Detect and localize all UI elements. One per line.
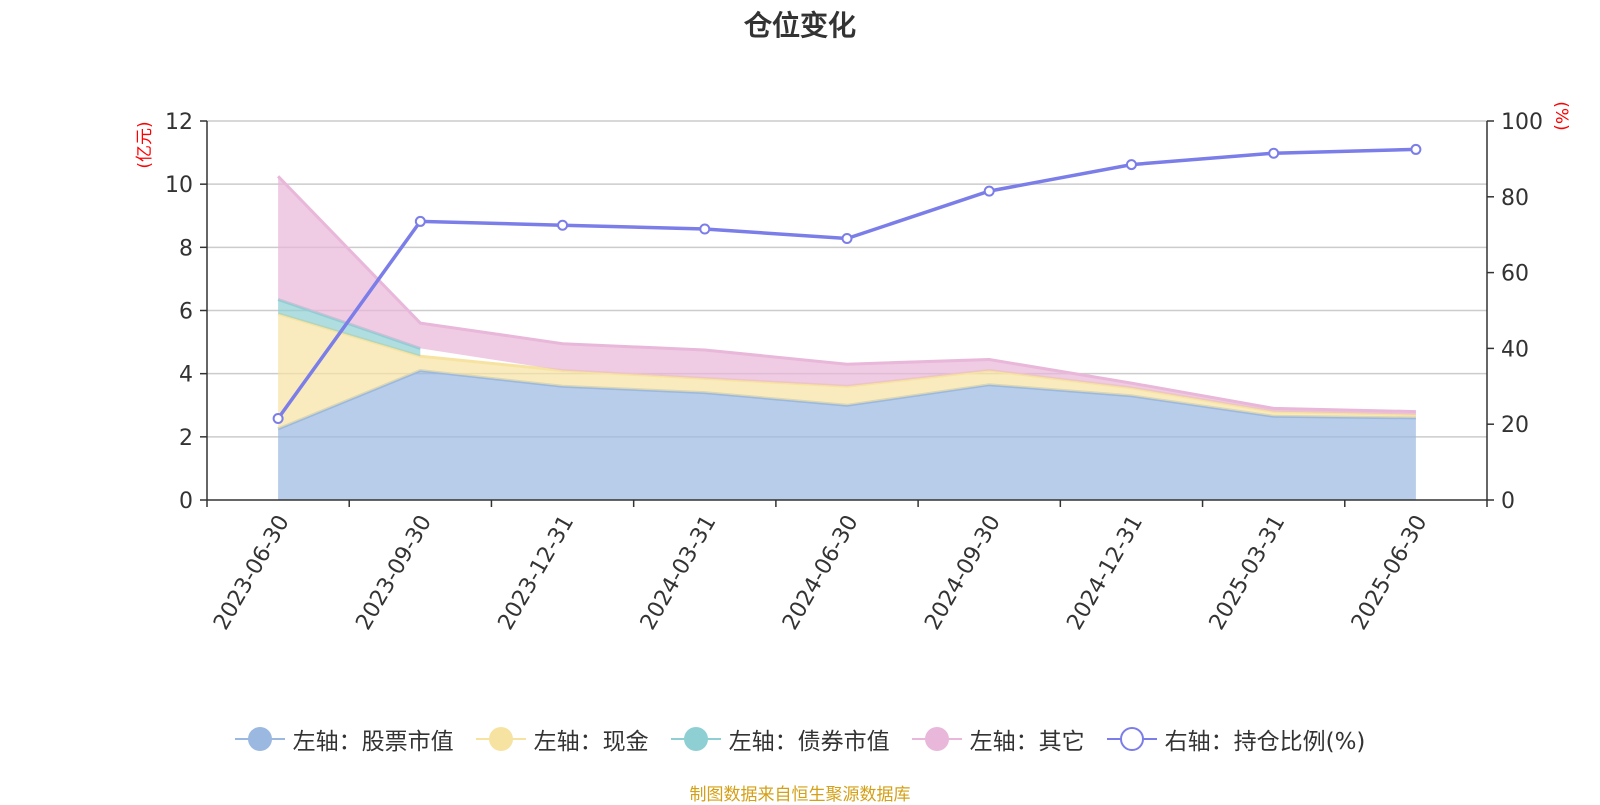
ratio-line-series (272, 143, 1422, 425)
source-note: 制图数据来自恒生聚源数据库 (689, 785, 911, 805)
area-左轴：股票市值 (278, 370, 1416, 500)
x-axis-tick-label: 2024-09-30 (920, 511, 1006, 634)
right-axis-tick-label: 40 (1501, 337, 1529, 362)
left-axis-tick-label: 6 (179, 300, 193, 325)
right-axis-tick-label: 20 (1501, 413, 1529, 438)
chart-legend: 左轴：股票市值 左轴：现金 左轴：债券市值 左轴：其它 右轴：持仓比例(%) (0, 722, 1600, 756)
legend-label: 右轴：持仓比例(%) (1164, 729, 1366, 755)
legend-symbol-icon (475, 727, 526, 751)
legend-symbol-icon (234, 727, 285, 751)
ratio-point (1410, 143, 1422, 155)
x-axis-tick-label: 2025-06-30 (1347, 511, 1433, 634)
right-axis-tick-label: 60 (1501, 262, 1529, 287)
x-axis-tick-label: 2024-06-30 (778, 511, 864, 634)
left-axis-tick-label: 0 (179, 489, 193, 514)
left-axis-tick-label: 4 (179, 363, 193, 388)
area-series (277, 175, 1416, 500)
legend-label: 左轴：其它 (969, 729, 1085, 755)
x-axis-tick-label: 2023-09-30 (351, 511, 437, 634)
ratio-point (841, 232, 853, 244)
legend-symbol-icon (911, 727, 962, 751)
x-axis-tick-label: 2024-03-31 (636, 511, 722, 634)
ratio-point (1125, 159, 1137, 171)
legend-label: 左轴：现金 (533, 729, 649, 755)
area-左轴：现金 (278, 313, 1416, 429)
legend-symbol-icon (670, 727, 721, 751)
area-edge-左轴：其它 (277, 175, 1416, 414)
legend-item[interactable]: 左轴：其它 (911, 722, 1085, 756)
ratio-point (699, 223, 711, 235)
left-axis-tick-label: 12 (165, 110, 193, 135)
right-axis-tick-label: 80 (1501, 186, 1529, 211)
x-axis-tick-label: 2023-06-30 (209, 511, 295, 634)
left-axis-tick-label: 10 (165, 173, 193, 198)
right-axis-tick-label: 0 (1501, 489, 1515, 514)
area-左轴：其它 (278, 176, 1416, 415)
area-左轴：债券市值 (278, 299, 421, 357)
legend-item[interactable]: 左轴：现金 (475, 722, 649, 756)
ratio-point (272, 413, 284, 425)
ratio-point (557, 219, 569, 231)
ratio-point (1268, 147, 1280, 159)
ratio-point (983, 185, 995, 197)
chart-title: 仓位变化 (743, 9, 856, 42)
legend-label: 左轴：股票市值 (292, 729, 454, 755)
left-axis-tick-label: 8 (179, 236, 193, 261)
legend-item[interactable]: 左轴：股票市值 (234, 722, 454, 756)
legend-label: 左轴：债券市值 (728, 729, 890, 755)
x-axis-tick-label: 2024-12-31 (1062, 511, 1148, 634)
legend-item[interactable]: 左轴：债券市值 (670, 722, 890, 756)
left-axis-unit-label: (亿元) (135, 121, 155, 168)
x-axis-tick-label: 2025-03-31 (1205, 511, 1291, 634)
legend-item[interactable]: 右轴：持仓比例(%) (1106, 722, 1366, 756)
right-axis-unit-label: (%) (1551, 101, 1571, 130)
right-axis-tick-label: 100 (1501, 110, 1543, 135)
left-axis-tick-label: 2 (179, 426, 193, 451)
x-axis-tick-label: 2023-12-31 (494, 511, 580, 634)
legend-symbol-icon (1106, 727, 1157, 751)
ratio-point (414, 215, 426, 227)
